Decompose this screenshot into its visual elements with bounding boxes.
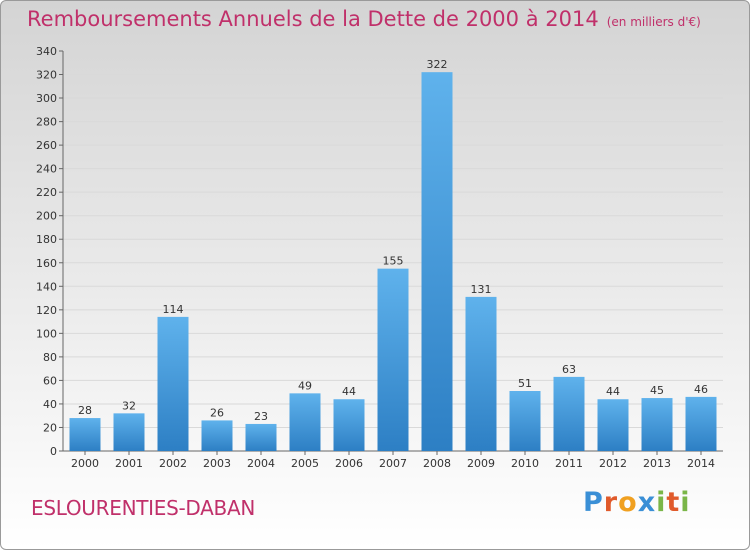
bar xyxy=(465,296,497,451)
y-tick-label: 240 xyxy=(36,163,57,176)
x-tick-label: 2011 xyxy=(555,457,583,470)
bar xyxy=(333,399,365,451)
y-tick-label: 180 xyxy=(36,233,57,246)
data-label: 46 xyxy=(694,383,708,396)
data-label: 51 xyxy=(518,377,532,390)
logo-letter: P xyxy=(583,487,604,518)
chart-unit: (en milliers d'€) xyxy=(606,15,701,29)
y-tick-label: 120 xyxy=(36,304,57,317)
y-tick-label: 160 xyxy=(36,257,57,270)
x-tick-label: 2013 xyxy=(643,457,671,470)
y-tick-label: 140 xyxy=(36,280,57,293)
y-tick-label: 260 xyxy=(36,139,57,152)
bar xyxy=(201,420,233,451)
logo-letter: i xyxy=(656,487,667,518)
data-labels: 28 32 114 26 23 49 44 155 322 131 51 63 44 45 46 xyxy=(78,58,708,423)
logo-letter: r xyxy=(603,487,619,518)
town-name: ESLOURENTIES-DABAN xyxy=(31,496,255,520)
logo-letter: t xyxy=(666,487,681,518)
data-label: 32 xyxy=(122,399,136,412)
y-tick-label: 100 xyxy=(36,327,57,340)
y-tick-label: 80 xyxy=(43,351,57,364)
x-tick-label: 2001 xyxy=(115,457,143,470)
data-label: 23 xyxy=(254,410,268,423)
x-tick-label: 2009 xyxy=(467,457,495,470)
data-label: 28 xyxy=(78,404,92,417)
y-tick-label: 40 xyxy=(43,398,57,411)
bar xyxy=(421,72,453,452)
bar xyxy=(245,423,277,451)
logo-letter: x xyxy=(637,487,657,518)
data-label: 44 xyxy=(342,385,356,398)
x-tick-label: 2008 xyxy=(423,457,451,470)
x-tick-label: 2007 xyxy=(379,457,407,470)
y-tick-label: 0 xyxy=(50,445,57,458)
chart-title: Remboursements Annuels de la Dette de 20… xyxy=(27,7,701,31)
bar xyxy=(289,393,321,451)
y-tick-label: 300 xyxy=(36,92,57,105)
bar xyxy=(377,268,409,451)
bar xyxy=(69,418,101,451)
y-tick-label: 60 xyxy=(43,374,57,387)
x-tick-label: 2014 xyxy=(687,457,715,470)
y-tick-label: 280 xyxy=(36,116,57,129)
data-label: 114 xyxy=(163,303,184,316)
bars xyxy=(69,72,717,452)
data-label: 131 xyxy=(471,283,492,296)
bar xyxy=(641,398,673,451)
bar xyxy=(157,316,189,451)
data-label: 49 xyxy=(298,379,312,392)
bar xyxy=(553,376,585,451)
x-tick-label: 2006 xyxy=(335,457,363,470)
bar xyxy=(685,396,717,451)
y-tick-label: 220 xyxy=(36,186,57,199)
proxiti-logo[interactable]: Proxiti xyxy=(583,487,691,518)
data-label: 155 xyxy=(383,255,404,268)
data-label: 26 xyxy=(210,406,224,419)
x-tick-label: 2012 xyxy=(599,457,627,470)
logo-letter: i xyxy=(680,487,691,518)
x-tick-label: 2003 xyxy=(203,457,231,470)
chart-title-main: Remboursements Annuels de la Dette de 20… xyxy=(27,7,599,31)
bar xyxy=(597,399,629,451)
data-label: 322 xyxy=(427,58,448,71)
bar xyxy=(113,413,145,451)
x-tick-label: 2000 xyxy=(71,457,99,470)
data-label: 45 xyxy=(650,384,664,397)
x-tick-label: 2002 xyxy=(159,457,187,470)
y-tick-label: 320 xyxy=(36,69,57,82)
y-tick-label: 20 xyxy=(43,421,57,434)
data-label: 44 xyxy=(606,385,620,398)
x-tick-label: 2010 xyxy=(511,457,539,470)
y-tick-label: 200 xyxy=(36,210,57,223)
axes: 0 20 40 60 80 100 120 140 160 180 200 220 240 260 280 3… xyxy=(36,45,723,470)
y-tick-label: 340 xyxy=(36,45,57,58)
x-tick-label: 2005 xyxy=(291,457,319,470)
data-label: 63 xyxy=(562,363,576,376)
logo-letter: o xyxy=(618,487,638,518)
bar xyxy=(509,391,541,451)
x-tick-label: 2004 xyxy=(247,457,275,470)
